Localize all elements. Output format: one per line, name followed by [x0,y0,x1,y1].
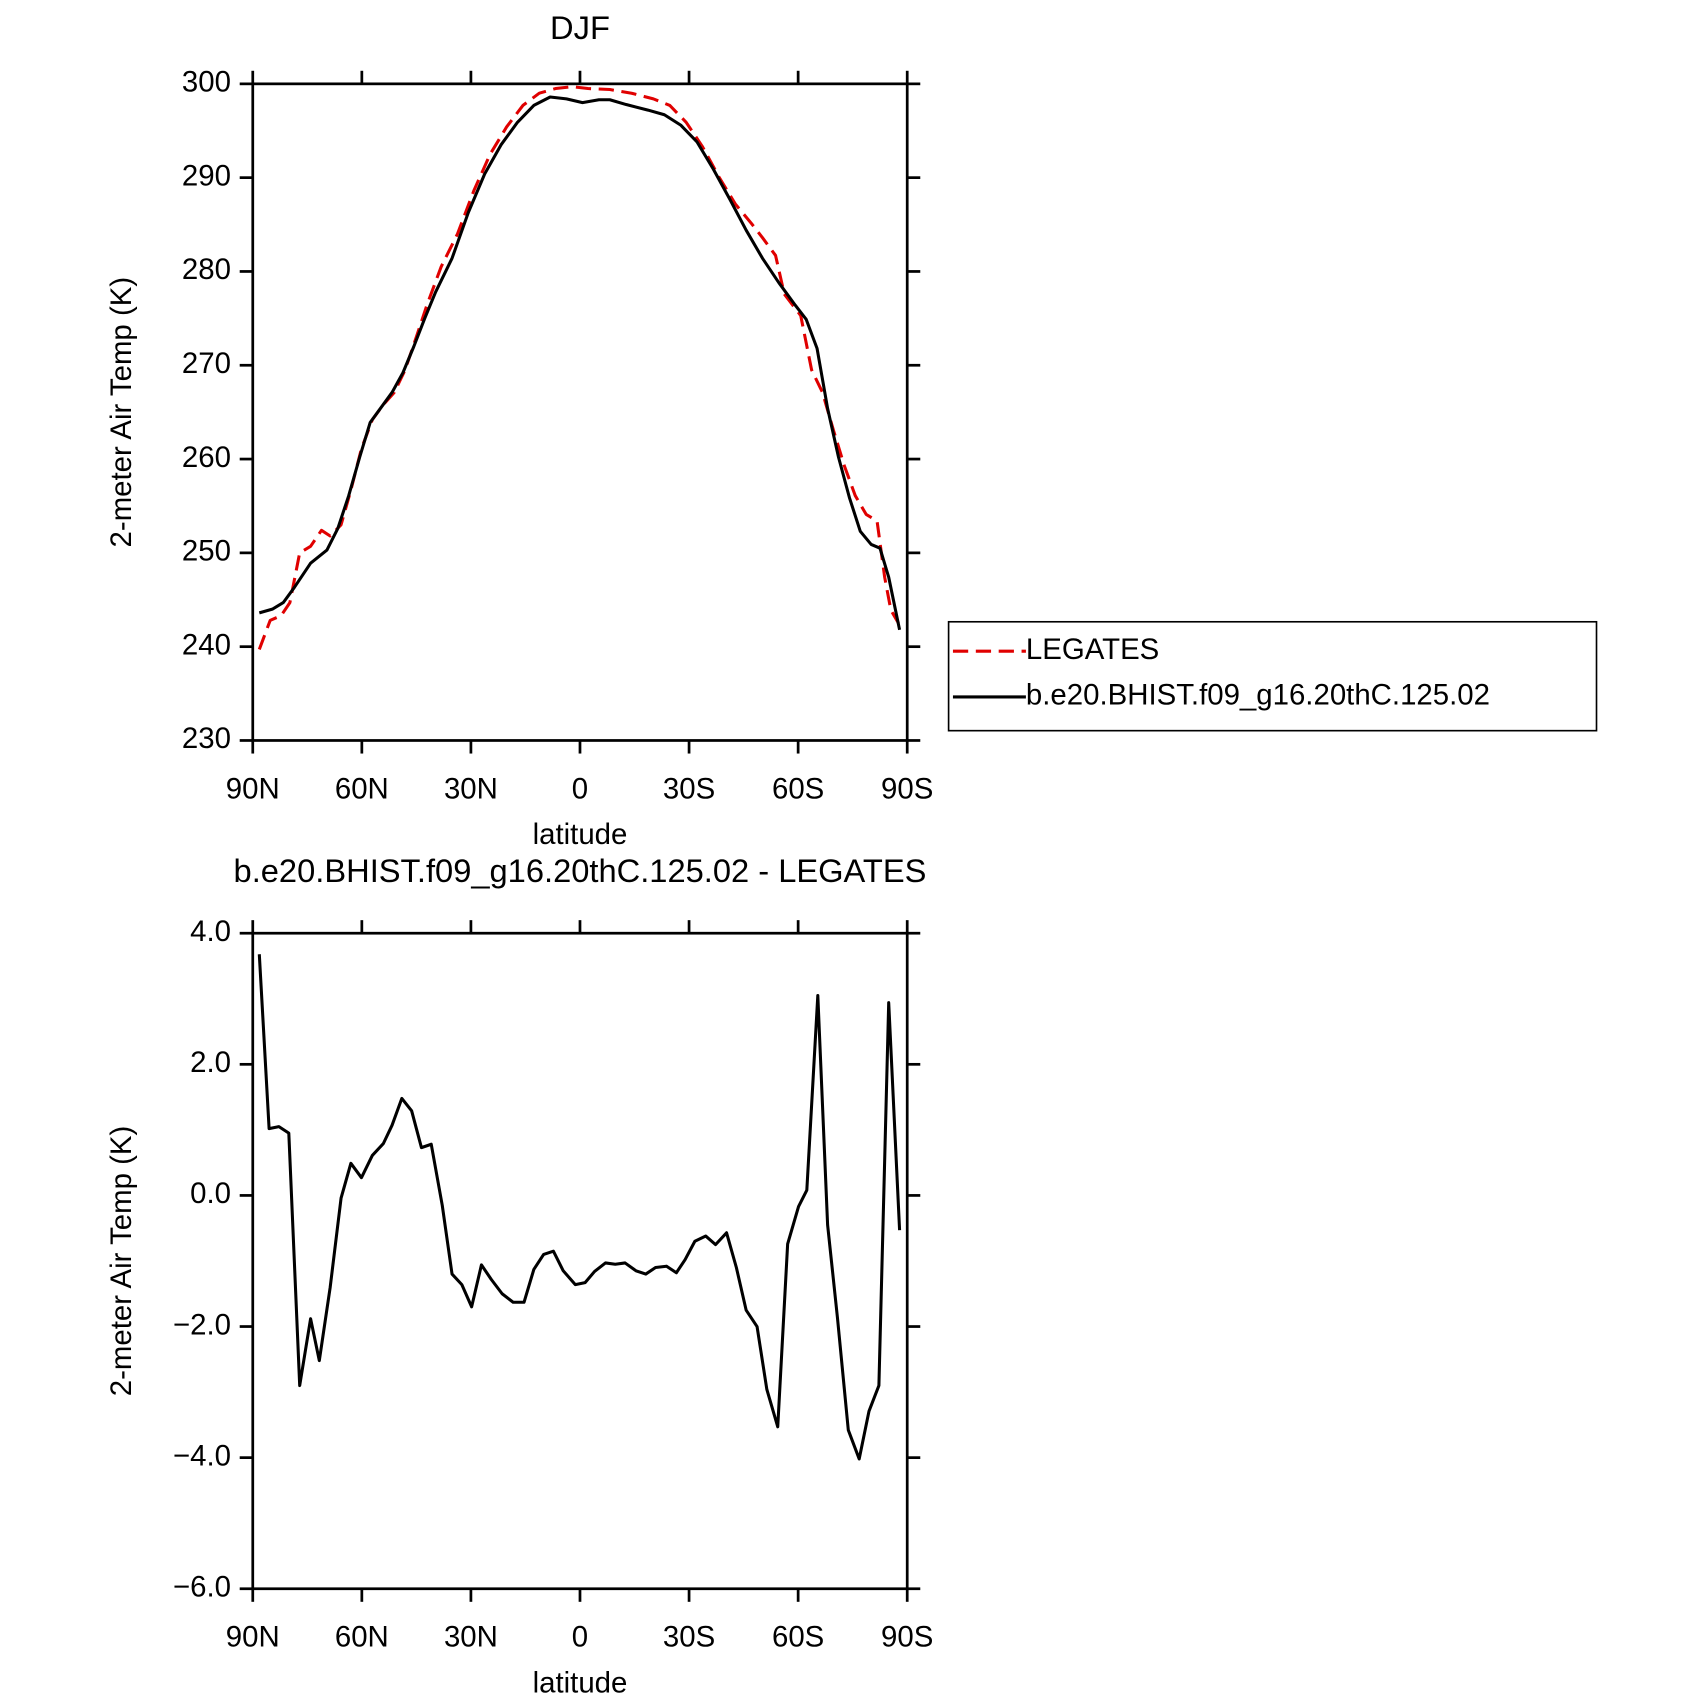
chart-title: b.e20.BHIST.f09_g16.20thC.125.02 - LEGAT… [234,852,927,889]
x-axis-label: latitude [533,1666,628,1699]
y-tick-label: −4.0 [173,1439,231,1472]
series-line [257,85,900,650]
y-tick-label: 290 [182,159,231,192]
y-tick-label: 260 [182,441,231,474]
x-tick-label: 60N [335,1621,389,1654]
legend-label: LEGATES [1026,633,1159,666]
x-tick-label: 60S [772,1621,824,1654]
x-tick-label: 0 [572,1621,588,1654]
x-tick-label: 30S [663,772,715,805]
chart-title: DJF [550,9,610,46]
y-tick-label: 270 [182,347,231,380]
y-tick-label: −6.0 [173,1571,231,1604]
x-tick-label: 90S [881,1621,933,1654]
y-axis-label: 2-meter Air Temp (K) [105,277,138,548]
x-tick-label: 30S [663,1621,715,1654]
legend: LEGATES b.e20.BHIST.f09_g16.20thC.125.02 [947,620,1598,732]
x-tick-label: 90N [226,1621,280,1654]
x-tick-label: 30N [444,772,498,805]
y-tick-label: 240 [182,628,231,661]
series-line [258,95,902,631]
legend-label: b.e20.BHIST.f09_g16.20thC.125.02 [1026,679,1490,712]
plot-frame [251,931,909,1591]
y-tick-label: 0.0 [190,1177,231,1210]
y-tick-label: 230 [182,722,231,755]
x-tick-label: 90N [226,772,280,805]
x-tick-label: 90S [881,772,933,805]
y-axis-label: 2-meter Air Temp (K) [105,1126,138,1397]
plot-frame [251,82,909,742]
x-tick-label: 0 [572,772,588,805]
legend-box [947,620,1598,732]
y-tick-label: 2.0 [190,1046,231,1079]
x-axis-label: latitude [533,818,628,851]
y-tick-label: 4.0 [190,915,231,948]
y-tick-label: 300 [182,66,231,99]
x-tick-label: 30N [444,1621,498,1654]
y-tick-label: 250 [182,535,231,568]
y-tick-label: −2.0 [173,1308,231,1341]
x-tick-label: 60N [335,772,389,805]
x-tick-label: 60S [772,772,824,805]
series-line [257,954,902,1461]
y-tick-label: 280 [182,253,231,286]
